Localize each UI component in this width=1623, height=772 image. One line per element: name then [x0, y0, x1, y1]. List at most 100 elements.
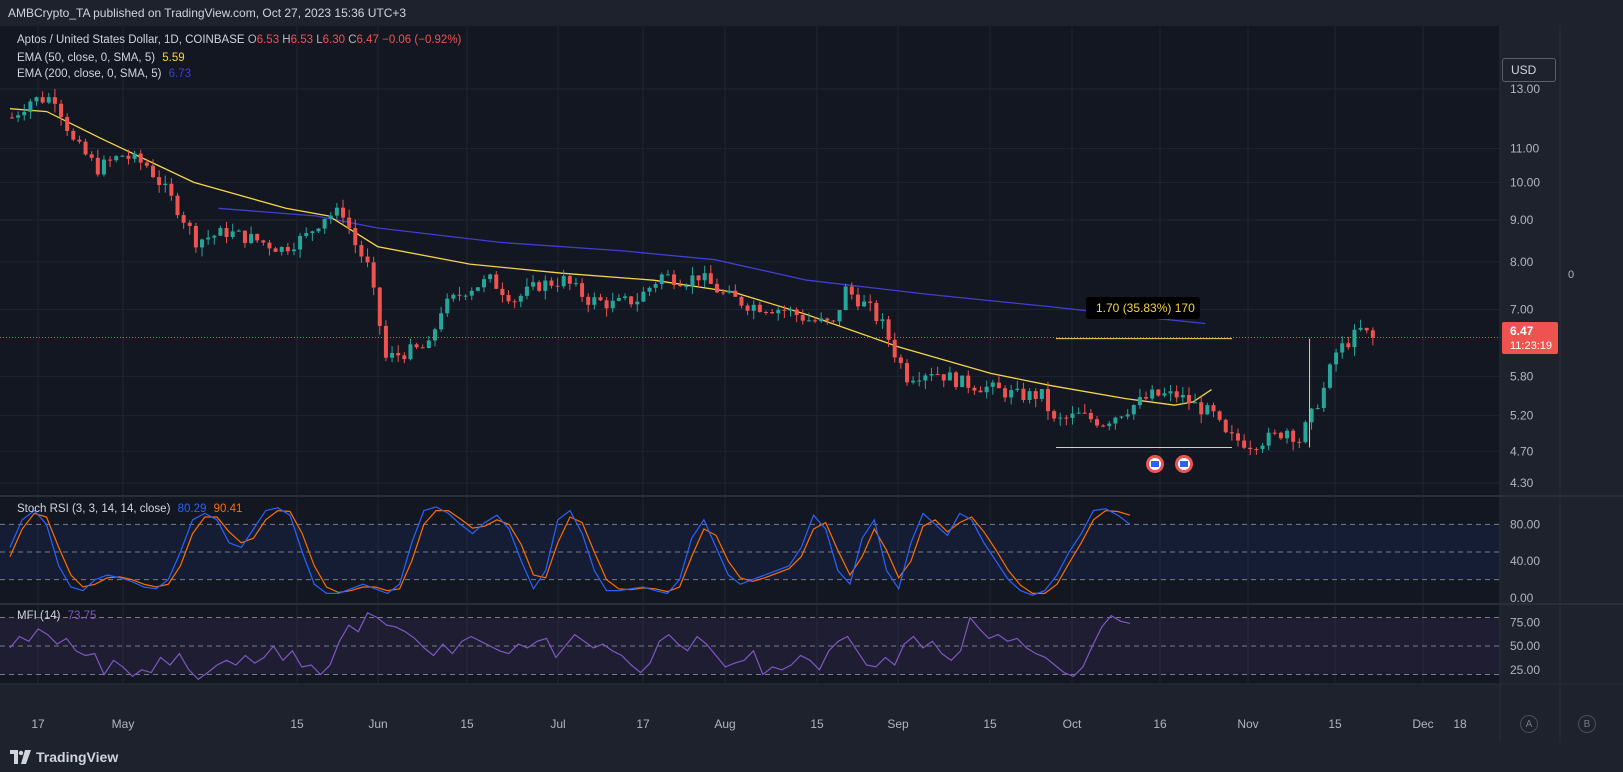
- candle-body: [83, 141, 88, 155]
- candle-body: [929, 374, 934, 376]
- candle-body: [1027, 391, 1032, 400]
- auto-scale-button[interactable]: A: [1520, 715, 1538, 733]
- candle-body: [267, 242, 272, 249]
- x-tick-label: Nov: [1237, 717, 1258, 731]
- candle-body: [1236, 433, 1240, 441]
- candle-body: [1064, 417, 1069, 419]
- candle-body: [1131, 405, 1136, 415]
- x-tick-label: Jul: [550, 717, 565, 731]
- x-tick-label: Sep: [887, 717, 909, 731]
- candle-body: [108, 159, 113, 161]
- candle-body: [347, 217, 352, 228]
- candle-body: [1272, 432, 1277, 434]
- candle-body: [665, 274, 670, 276]
- candle-body: [439, 313, 444, 330]
- b-button[interactable]: B: [1578, 715, 1596, 733]
- candle-body: [420, 347, 425, 349]
- candle-body: [1315, 408, 1320, 410]
- candle-body: [1248, 447, 1253, 450]
- candle-body: [261, 240, 266, 243]
- x-tick-label: 15: [290, 717, 304, 731]
- ema200-value: 6.73: [168, 68, 192, 80]
- candle-body: [923, 375, 928, 381]
- candle-body: [1045, 388, 1050, 412]
- candle-body: [996, 382, 1001, 389]
- candle-body: [457, 294, 462, 296]
- candle-body: [304, 233, 309, 236]
- x-tick-label: Oct: [1063, 717, 1082, 731]
- event-flag-1[interactable]: [1146, 455, 1164, 473]
- candle-body: [727, 290, 732, 293]
- candle-body: [819, 318, 824, 322]
- y-tick-label: 5.80: [1510, 369, 1534, 383]
- candle-body: [954, 372, 959, 388]
- candle-body: [365, 256, 370, 263]
- stoch-y-tick: 80.00: [1510, 517, 1540, 531]
- y-tick-label: 7.00: [1510, 302, 1534, 316]
- candle-body: [175, 195, 180, 216]
- candle-body: [1223, 419, 1228, 433]
- candle-body: [629, 296, 634, 305]
- y-tick-label: 8.00: [1510, 255, 1534, 269]
- tradingview-logo[interactable]: TradingView: [10, 749, 118, 765]
- candle-body: [972, 387, 977, 391]
- symbol-legend: Aptos / United States Dollar, 1D, COINBA…: [17, 34, 461, 46]
- chart-area[interactable]: 13.00 11.00 10.00 9.00 8.00 7.00 5.80 5.20 4.70 4…: [0, 26, 1623, 742]
- candle-body: [1168, 391, 1173, 394]
- chart-svg[interactable]: 13.00 11.00 10.00 9.00 8.00 7.00 5.80 5.20 4.70 4…: [0, 26, 1623, 742]
- candle-body: [181, 215, 186, 223]
- candle-body: [1082, 412, 1087, 414]
- candle-body: [941, 374, 946, 381]
- candle-body: [1217, 411, 1222, 420]
- candle-body: [157, 177, 162, 186]
- candle-body: [120, 155, 125, 157]
- candle-body: [837, 310, 842, 322]
- event-flag-2[interactable]: [1175, 455, 1193, 473]
- candle-body: [708, 273, 713, 284]
- candle-body: [880, 319, 885, 322]
- x-tick-label: 18: [1453, 717, 1467, 731]
- candle-body: [1162, 393, 1167, 396]
- x-tick-label: 15: [460, 717, 474, 731]
- candle-body: [573, 283, 578, 285]
- x-tick-label: 16: [1153, 717, 1167, 731]
- candle-body: [567, 276, 572, 284]
- candle-body: [291, 249, 296, 252]
- candle-body: [132, 153, 137, 159]
- candle-body: [800, 315, 805, 321]
- currency-button[interactable]: USD: [1502, 58, 1556, 82]
- candle-body: [328, 215, 333, 219]
- x-tick-label: Jun: [368, 717, 387, 731]
- candle-body: [690, 275, 695, 287]
- ema50-line: [9, 108, 1212, 406]
- candle-body: [702, 273, 707, 281]
- candle-body: [396, 352, 401, 356]
- candle-body: [843, 286, 848, 311]
- candle-body: [549, 280, 554, 286]
- candle-body: [138, 153, 143, 163]
- ema50-value: 5.59: [162, 52, 185, 64]
- x-tick-label: 17: [31, 717, 45, 731]
- candle-body: [868, 301, 873, 303]
- candle-body: [285, 247, 290, 252]
- candle-body: [273, 248, 278, 252]
- candle-body: [610, 300, 615, 309]
- candle-body: [714, 283, 719, 293]
- candle-body: [917, 380, 922, 382]
- candle-body: [34, 97, 39, 102]
- price-tag-value: 6.47: [1510, 324, 1534, 338]
- candle-body: [757, 304, 762, 312]
- mfi-y-tick: 50.00: [1510, 639, 1540, 653]
- candle-body: [672, 274, 677, 286]
- candle-body: [316, 228, 321, 232]
- candle-body: [1242, 440, 1247, 448]
- candle-body: [65, 117, 70, 131]
- candle-body: [647, 287, 652, 292]
- price-tag-countdown: 11:23:19: [1510, 340, 1552, 352]
- candle-body: [445, 298, 450, 314]
- candle-body: [469, 290, 474, 296]
- candle-body: [678, 285, 683, 287]
- candle-body: [1058, 417, 1063, 419]
- candle-body: [255, 233, 260, 241]
- candle-body: [788, 309, 793, 311]
